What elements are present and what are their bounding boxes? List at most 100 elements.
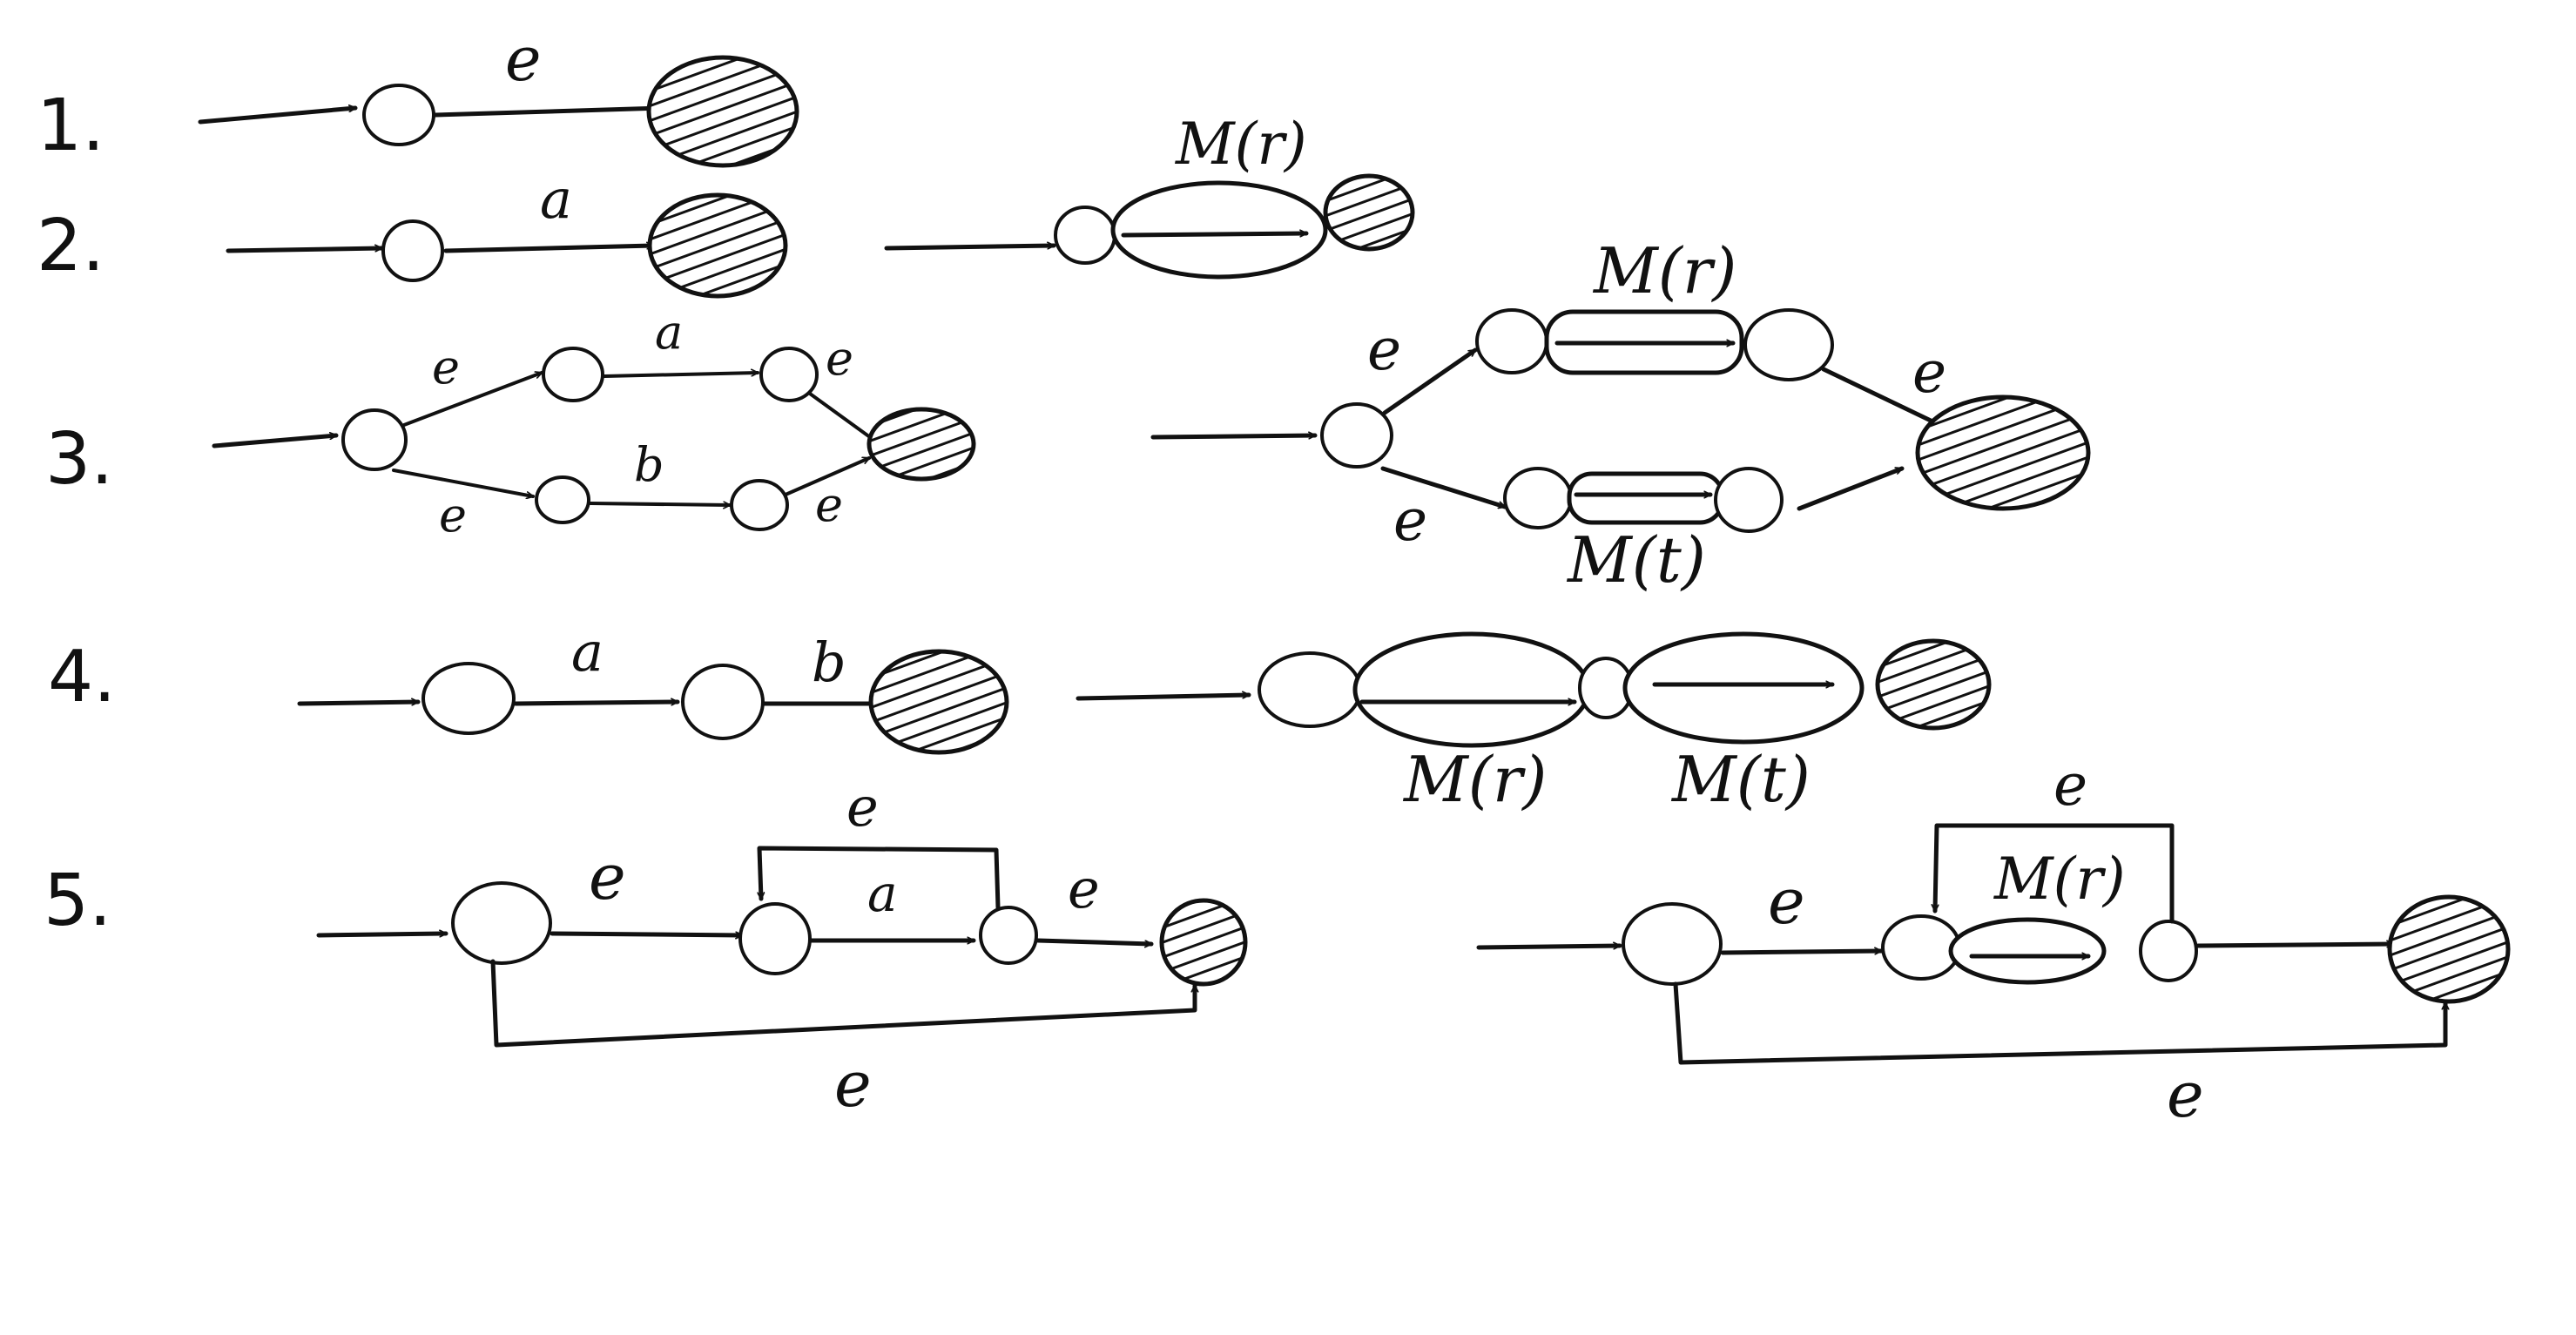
edge-label-loop-e: e bbox=[2053, 752, 2087, 819]
start-state bbox=[1258, 651, 1362, 728]
accept-state bbox=[2387, 894, 2511, 1004]
edge-label-e-final: e bbox=[1068, 857, 1100, 920]
start-arrow bbox=[1150, 435, 1318, 437]
inner-end bbox=[2139, 920, 2198, 982]
upper-e-to-final bbox=[808, 392, 881, 446]
start-state bbox=[451, 881, 552, 965]
accept-state bbox=[647, 192, 788, 299]
lower-e-to-final bbox=[784, 456, 871, 496]
loop-back-arrow bbox=[759, 846, 1001, 910]
lower-e-arrow bbox=[1380, 466, 1507, 509]
lower-state-2 bbox=[730, 479, 789, 531]
start-arrow bbox=[316, 934, 448, 935]
lower-inner-start bbox=[1503, 467, 1573, 529]
e-to-final bbox=[2195, 944, 2396, 946]
bypass-arrow bbox=[1673, 981, 2445, 1065]
row-4-concat-nfa: a b bbox=[297, 620, 1009, 755]
transition-arrow bbox=[433, 108, 664, 118]
edge-label-upper-a: a bbox=[655, 305, 683, 360]
edge-label-e: e bbox=[589, 840, 626, 914]
edge-label-e: e bbox=[1768, 865, 1805, 938]
upper-e-arrow bbox=[402, 371, 543, 427]
start-arrow bbox=[1076, 695, 1251, 701]
lower-e-to-final bbox=[1797, 466, 1905, 511]
transition-arrow bbox=[443, 246, 656, 253]
edge-label-lower-b: b bbox=[634, 437, 664, 492]
start-state bbox=[362, 84, 435, 146]
machine-arrow bbox=[1121, 233, 1309, 235]
accept-state bbox=[868, 649, 1009, 755]
row-3-number: 3. bbox=[45, 418, 113, 501]
row-2-machine-nfa: M(r) bbox=[884, 111, 1415, 280]
edge-label-lower-e: e bbox=[439, 488, 467, 543]
upper-e-to-final bbox=[1821, 367, 1953, 433]
start-state bbox=[381, 219, 444, 282]
inner-start bbox=[738, 902, 812, 975]
start-arrow bbox=[226, 248, 384, 253]
upper-e-arrow bbox=[1382, 347, 1478, 415]
edge-label-right-e: e bbox=[1912, 339, 1946, 406]
upper-state-2 bbox=[759, 347, 819, 402]
upper-state-1 bbox=[542, 347, 604, 402]
accept-state bbox=[1323, 173, 1415, 252]
row-5-star-nfa: e e a e e bbox=[316, 775, 1248, 1121]
edge-label-upper-e: e bbox=[1367, 316, 1401, 383]
row-5-number: 5. bbox=[44, 860, 111, 942]
machine-label-second: M(t) bbox=[1670, 743, 1811, 816]
accept-state bbox=[646, 55, 799, 168]
row-4-number: 4. bbox=[48, 636, 116, 718]
lower-inner-end bbox=[1714, 467, 1784, 533]
e-arrow bbox=[1720, 951, 1884, 953]
e-arrow bbox=[550, 934, 745, 935]
loop-back-arrow bbox=[1935, 823, 2175, 924]
edge-label-b: b bbox=[812, 630, 846, 694]
machine-label-upper: M(r) bbox=[1592, 234, 1736, 307]
machine-label-lower: M(t) bbox=[1566, 523, 1706, 597]
start-arrow bbox=[297, 702, 421, 704]
inner-end bbox=[979, 906, 1038, 965]
accept-state bbox=[1159, 898, 1248, 987]
edge-label-lower-e: e bbox=[1393, 487, 1427, 554]
machine-label: M(r) bbox=[1175, 111, 1307, 178]
edge-label-a: a bbox=[571, 620, 604, 684]
start-arrow bbox=[198, 108, 358, 125]
row-2-number: 2. bbox=[37, 205, 105, 287]
start-state bbox=[1054, 206, 1116, 265]
accept-state bbox=[1875, 638, 1992, 731]
edge-label: e bbox=[505, 24, 541, 95]
machine-box-first bbox=[1352, 631, 1591, 748]
lower-b-arrow bbox=[589, 503, 732, 505]
edge-label-a: a bbox=[867, 864, 898, 923]
bypass-arrow bbox=[490, 959, 1195, 1048]
upper-a-arrow bbox=[603, 373, 759, 378]
edge-label-bypass-e: e bbox=[834, 1048, 872, 1121]
edge-label-upper-e2: e bbox=[826, 331, 853, 386]
edge-label: a bbox=[540, 167, 572, 231]
row-3-union-machine-nfa: e M(r) e e M(t) bbox=[1150, 234, 2091, 597]
start-arrow bbox=[1476, 946, 1622, 947]
row-3-union-nfa: e a e e b e bbox=[212, 305, 976, 543]
edge-label-lower-e2: e bbox=[815, 477, 843, 532]
edge-label-loop-e: e bbox=[846, 775, 879, 839]
inner-start bbox=[1881, 914, 1961, 981]
edge-label-bypass-e: e bbox=[2167, 1058, 2204, 1131]
middle-state bbox=[681, 664, 765, 740]
row-1-number: 1. bbox=[37, 84, 105, 167]
start-state bbox=[421, 662, 516, 735]
edge-label-upper-e: e bbox=[432, 340, 460, 394]
row-2-symbol-nfa: a bbox=[226, 167, 788, 299]
row-1-epsilon-nfa: e bbox=[198, 24, 799, 168]
machine-box-second bbox=[1622, 631, 1865, 745]
a-arrow bbox=[513, 702, 680, 704]
machine-box-lower bbox=[1567, 471, 1725, 525]
machine-label: M(r) bbox=[1993, 846, 2126, 913]
lower-e-arrow bbox=[392, 469, 535, 496]
e-to-final bbox=[1035, 938, 1154, 944]
lower-state-1 bbox=[535, 475, 590, 524]
machine-box bbox=[1110, 180, 1328, 280]
row-5-star-machine-nfa: e e M(r) e bbox=[1476, 752, 2511, 1131]
start-arrow bbox=[884, 246, 1056, 251]
start-state bbox=[1320, 402, 1393, 469]
machine-label-first: M(r) bbox=[1402, 743, 1547, 816]
